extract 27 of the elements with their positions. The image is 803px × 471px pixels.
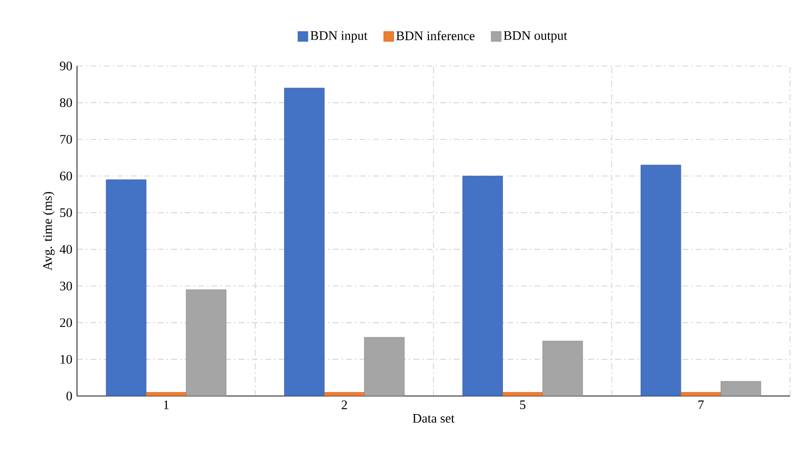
y-axis-title: Avg. time (ms) [42, 192, 55, 270]
x-tick-label: 5 [520, 400, 526, 410]
x-axis-title: Data set [412, 414, 455, 423]
y-tick-label: 90 [60, 62, 72, 70]
bar [720, 381, 762, 396]
bar [640, 164, 682, 396]
bar [462, 176, 503, 396]
y-tick-label: 70 [60, 134, 72, 144]
bar [364, 337, 405, 396]
y-tick-label: 0 [66, 392, 72, 400]
y-tick-label: 60 [60, 172, 72, 180]
bar [284, 88, 325, 396]
y-tick-label: 30 [60, 282, 72, 290]
y-tick-label: 50 [60, 208, 72, 218]
x-tick-label: 1 [164, 400, 169, 410]
bar [106, 179, 146, 396]
y-tick-label: 40 [60, 244, 72, 254]
y-tick-label: 10 [60, 354, 72, 364]
y-tick-label: 80 [60, 98, 72, 108]
bar [186, 289, 226, 396]
bar [542, 340, 583, 396]
y-tick-label: 20 [60, 318, 72, 328]
legend-label: BDN inference [396, 30, 475, 40]
x-tick-label: 2 [342, 400, 347, 410]
x-tick-label: 7 [698, 400, 704, 410]
legend-label: BDN input [310, 31, 368, 43]
legend-label: BDN output [504, 31, 568, 43]
